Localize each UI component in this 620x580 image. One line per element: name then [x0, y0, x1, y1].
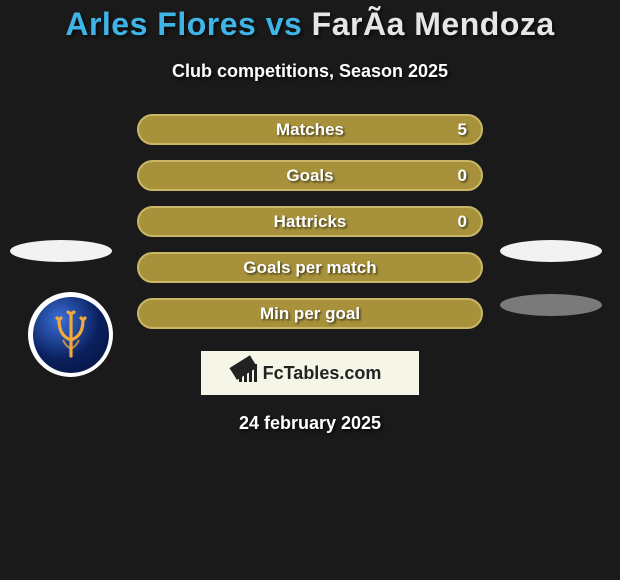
- stat-bar: Matches5: [137, 114, 483, 145]
- stat-bar: Hattricks0: [137, 206, 483, 237]
- team-badge-left: [28, 292, 113, 377]
- stat-bar-label: Hattricks: [139, 212, 481, 232]
- page-title: Arles Flores vs FarÃ­a Mendoza: [0, 6, 620, 43]
- fctables-logo[interactable]: FcTables.com: [201, 351, 419, 395]
- main-area: Matches5Goals0Hattricks0Goals per matchM…: [0, 114, 620, 434]
- vs-text: vs: [256, 6, 311, 42]
- stat-bar-label: Matches: [139, 120, 481, 140]
- stat-bar: Min per goal: [137, 298, 483, 329]
- subtitle: Club competitions, Season 2025: [0, 61, 620, 82]
- bar-chart-icon: [239, 364, 257, 382]
- stat-bar-value: 0: [458, 212, 467, 232]
- team-marker-left: [10, 240, 112, 262]
- team-badge-inner: [33, 297, 109, 373]
- stat-bar: Goals0: [137, 160, 483, 191]
- player2-name: FarÃ­a Mendoza: [312, 6, 555, 42]
- stat-bar: Goals per match: [137, 252, 483, 283]
- team-marker-right-top: [500, 240, 602, 262]
- team-marker-right-mid: [500, 294, 602, 316]
- logo-text: FcTables.com: [263, 363, 382, 384]
- stat-bar-value: 5: [458, 120, 467, 140]
- player1-name: Arles Flores: [65, 6, 256, 42]
- stat-bar-value: 0: [458, 166, 467, 186]
- trident-icon: [51, 310, 91, 360]
- date-text: 24 february 2025: [0, 413, 620, 434]
- stat-bars: Matches5Goals0Hattricks0Goals per matchM…: [137, 114, 483, 329]
- comparison-card: Arles Flores vs FarÃ­a Mendoza Club comp…: [0, 0, 620, 434]
- stat-bar-label: Goals per match: [139, 258, 481, 278]
- stat-bar-label: Goals: [139, 166, 481, 186]
- stat-bar-label: Min per goal: [139, 304, 481, 324]
